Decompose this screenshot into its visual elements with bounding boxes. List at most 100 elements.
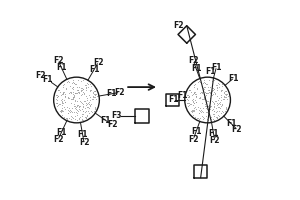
- Point: [206, 100, 210, 103]
- Point: [82, 106, 87, 109]
- Point: [193, 100, 198, 103]
- Point: [87, 93, 92, 96]
- Point: [184, 101, 189, 105]
- Point: [212, 91, 217, 94]
- Point: [202, 78, 207, 81]
- Point: [66, 96, 71, 99]
- Point: [217, 101, 221, 104]
- Point: [75, 78, 80, 82]
- Text: F2: F2: [210, 136, 220, 145]
- Point: [186, 101, 191, 105]
- Point: [194, 87, 199, 90]
- Point: [201, 81, 206, 84]
- Point: [202, 82, 207, 85]
- Point: [92, 107, 97, 110]
- Point: [70, 110, 75, 113]
- Point: [74, 119, 79, 122]
- Point: [219, 104, 224, 107]
- Point: [191, 100, 196, 103]
- Point: [225, 93, 230, 96]
- Point: [220, 103, 224, 106]
- Point: [203, 96, 208, 99]
- Point: [88, 104, 93, 107]
- Point: [80, 110, 85, 113]
- Point: [211, 107, 216, 110]
- Point: [216, 110, 221, 113]
- Point: [202, 116, 207, 119]
- Point: [83, 110, 88, 113]
- Point: [215, 81, 220, 84]
- Point: [193, 95, 198, 98]
- Point: [70, 81, 75, 84]
- Point: [59, 97, 64, 100]
- Point: [84, 99, 89, 102]
- Point: [71, 82, 76, 85]
- Point: [211, 114, 216, 117]
- Point: [73, 82, 78, 85]
- Point: [93, 98, 98, 101]
- Point: [80, 107, 85, 110]
- Point: [191, 103, 196, 106]
- Point: [207, 110, 212, 113]
- Point: [71, 82, 76, 85]
- Point: [204, 115, 209, 118]
- Point: [80, 112, 85, 115]
- Point: [87, 111, 92, 114]
- Text: F1: F1: [106, 89, 117, 98]
- Point: [76, 86, 81, 89]
- Point: [194, 94, 198, 97]
- Point: [214, 102, 219, 105]
- Point: [85, 113, 89, 116]
- Point: [66, 108, 70, 111]
- Point: [72, 110, 77, 114]
- Point: [77, 116, 82, 119]
- Point: [85, 96, 90, 99]
- Point: [226, 94, 230, 98]
- Point: [188, 109, 193, 112]
- Point: [197, 116, 202, 119]
- Point: [204, 91, 209, 95]
- Text: F2: F2: [188, 135, 199, 144]
- Point: [91, 92, 96, 95]
- Point: [81, 88, 86, 91]
- Point: [75, 109, 80, 112]
- Point: [205, 119, 210, 122]
- Point: [82, 92, 87, 95]
- Point: [62, 93, 67, 96]
- Point: [81, 104, 85, 107]
- Text: F1: F1: [177, 91, 187, 100]
- Point: [206, 88, 211, 92]
- Point: [206, 88, 211, 91]
- Point: [218, 102, 223, 105]
- Point: [204, 100, 209, 103]
- Point: [214, 116, 218, 119]
- Point: [61, 91, 65, 94]
- Point: [60, 108, 65, 111]
- Point: [190, 97, 195, 100]
- Point: [93, 96, 98, 99]
- Point: [75, 92, 80, 95]
- Point: [91, 109, 96, 112]
- Point: [199, 110, 204, 114]
- Point: [82, 84, 87, 87]
- Point: [189, 103, 194, 106]
- Point: [208, 117, 213, 120]
- Point: [63, 100, 68, 103]
- Point: [57, 90, 62, 93]
- Point: [76, 105, 81, 108]
- Point: [211, 102, 216, 106]
- Point: [219, 95, 224, 99]
- Point: [58, 110, 63, 114]
- Point: [68, 90, 72, 94]
- Point: [202, 92, 206, 95]
- Point: [88, 95, 92, 99]
- Point: [206, 109, 211, 112]
- Point: [213, 106, 218, 109]
- Point: [200, 86, 205, 89]
- Point: [65, 117, 70, 121]
- Point: [75, 88, 80, 91]
- Point: [197, 79, 202, 83]
- Point: [206, 86, 211, 89]
- Point: [207, 91, 212, 94]
- Point: [194, 117, 199, 120]
